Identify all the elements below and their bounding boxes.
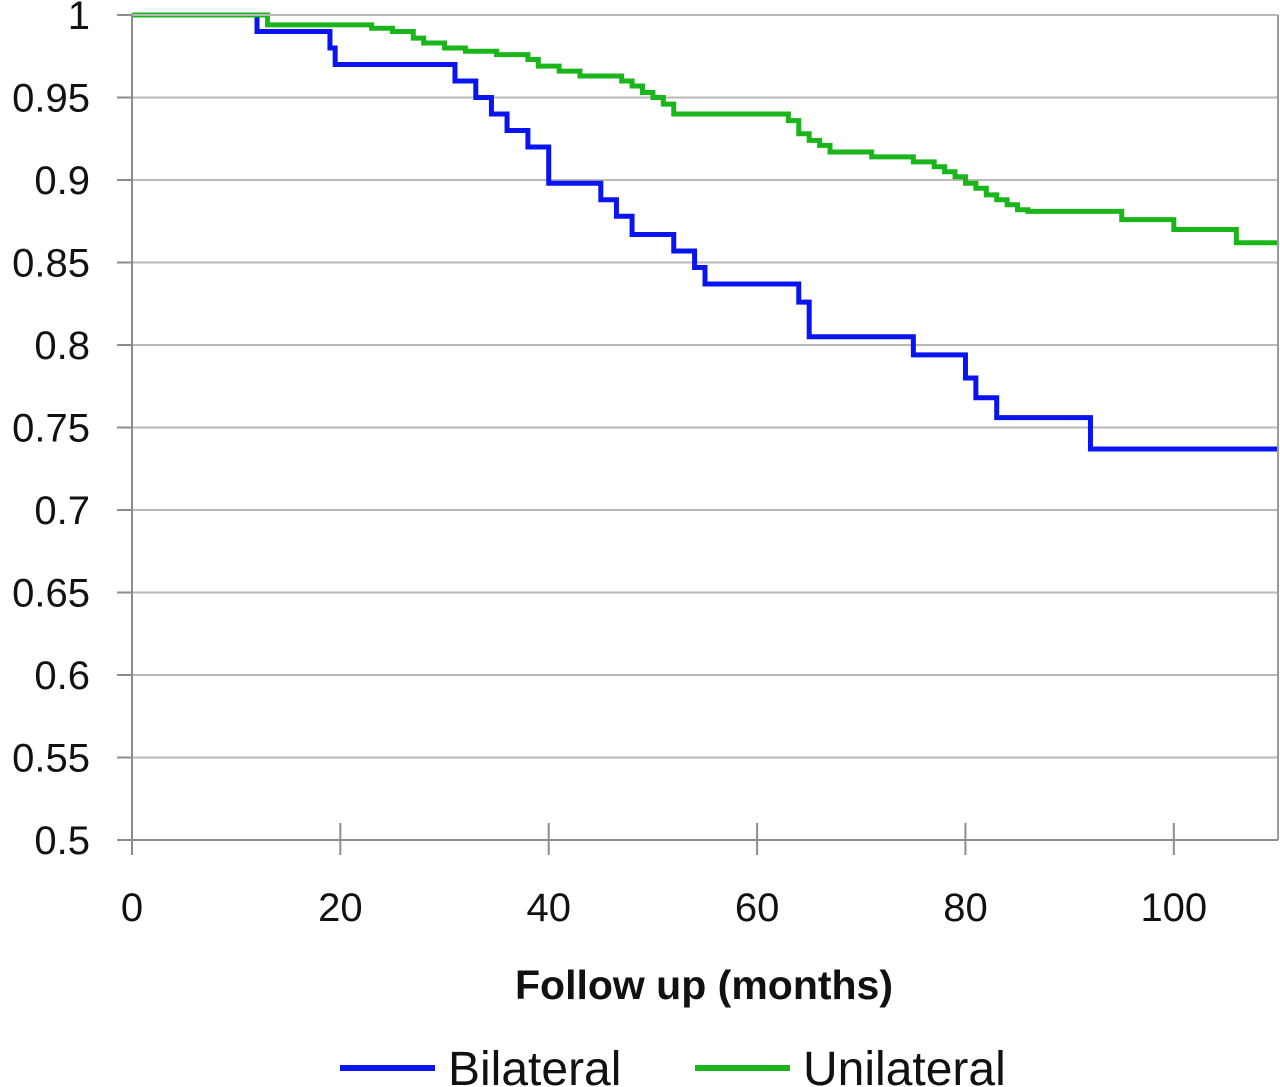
- y-tick-label: 0.65: [12, 572, 90, 616]
- series-line-bilateral: [132, 12, 1278, 452]
- y-tick-label: 0.55: [12, 737, 90, 781]
- x-tick-label: 0: [121, 886, 143, 930]
- series-line-unilateral: [132, 12, 1278, 246]
- tick-labels: 0.5 0.55 0.6 0.65 0.7 0.75 0.8 0.85 0.9 0.95 1 0 20 4…: [12, 0, 1207, 930]
- x-tick-label: 100: [1140, 886, 1207, 930]
- y-tick-label: 0.8: [34, 324, 90, 368]
- y-tick-label: 1: [68, 0, 90, 38]
- y-tick-label: 0.7: [34, 489, 90, 533]
- series-lines: [132, 12, 1278, 452]
- x-tick-label: 20: [318, 886, 363, 930]
- legend-label-bilateral: Bilateral: [448, 1043, 621, 1087]
- y-tick-label: 0.85: [12, 242, 90, 286]
- legend-label-unilateral: Unilateral: [803, 1043, 1006, 1087]
- y-tick-label: 0.75: [12, 407, 90, 451]
- axes: [117, 14, 1279, 855]
- y-tick-label: 0.5: [34, 819, 90, 863]
- x-axis-title: Follow up (months): [515, 962, 893, 1008]
- y-tick-label: 0.95: [12, 77, 90, 121]
- x-tick-label: 80: [943, 886, 988, 930]
- y-tick-label: 0.9: [34, 159, 90, 203]
- x-tick-label: 40: [526, 886, 571, 930]
- y-tick-label: 0.6: [34, 654, 90, 698]
- x-tick-label: 60: [735, 886, 780, 930]
- legend: Bilateral Unilateral: [340, 1043, 1006, 1087]
